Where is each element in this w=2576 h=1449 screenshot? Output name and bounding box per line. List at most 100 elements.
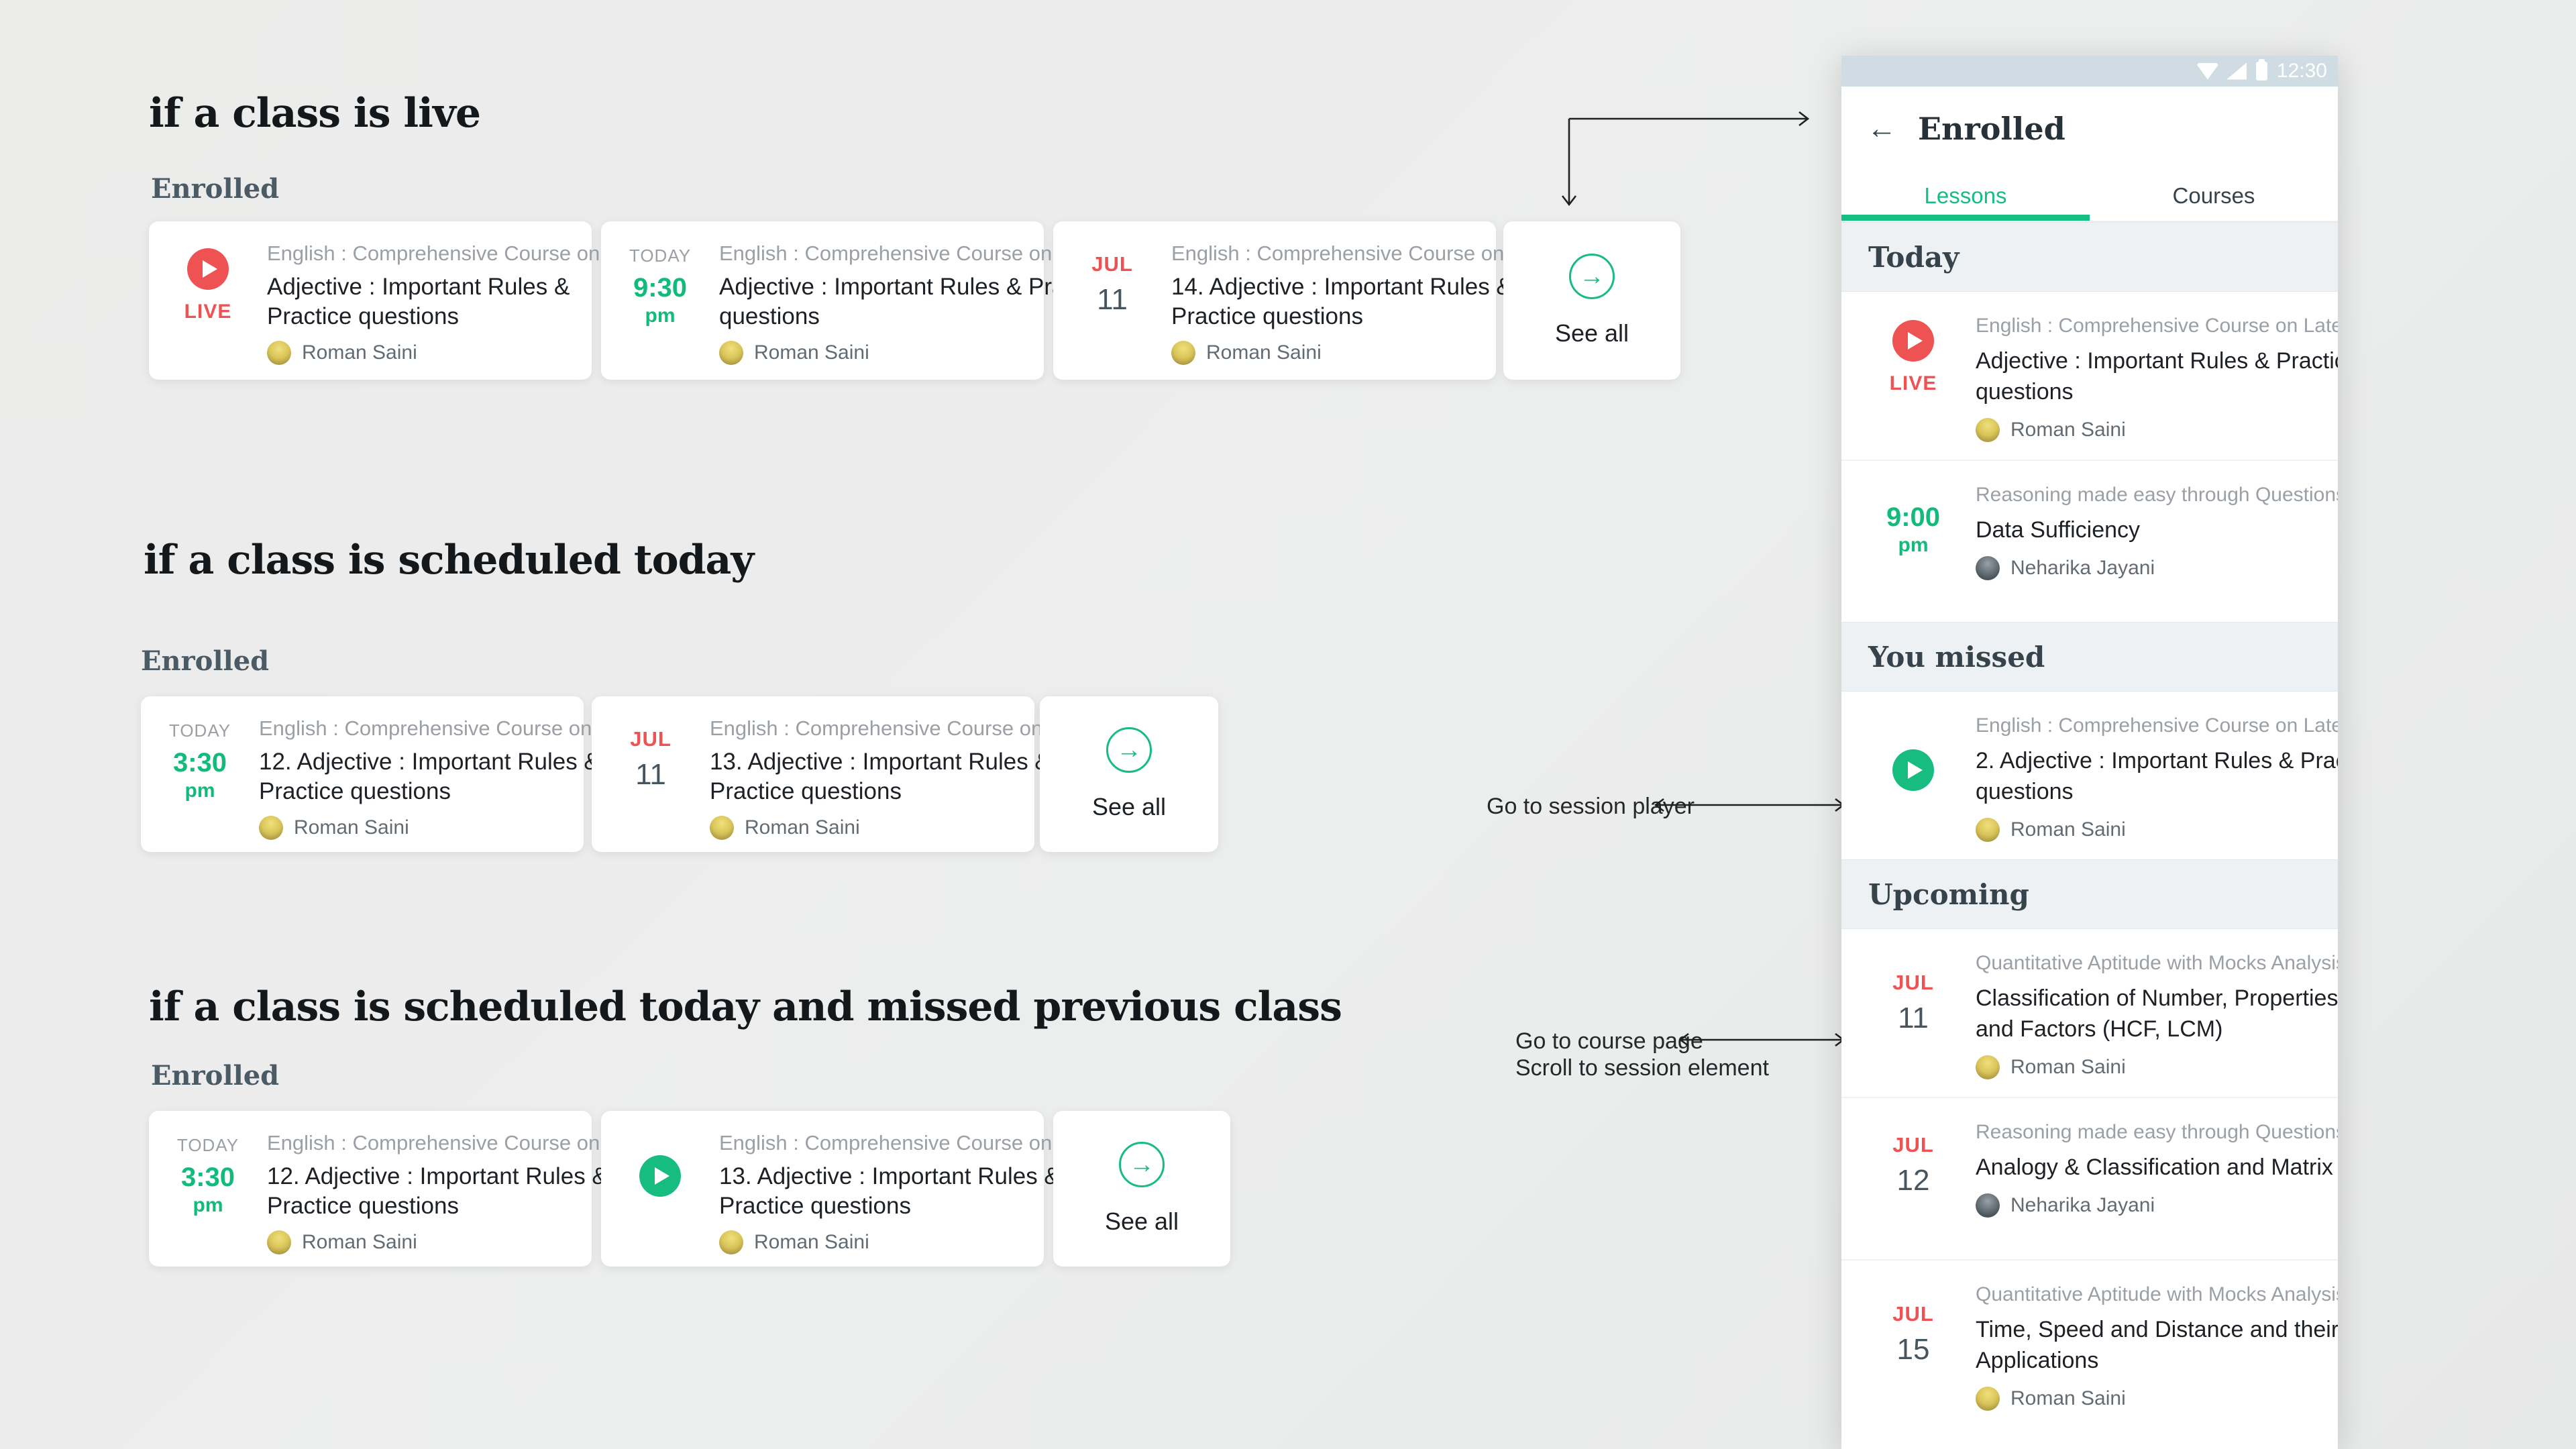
meridiem: pm	[1898, 534, 1929, 556]
arrow-right-icon[interactable]: →	[1106, 727, 1152, 773]
play-triangle-icon	[203, 260, 217, 278]
phone-screen: 12:30 ← Enrolled Lessons Courses Today L…	[1841, 56, 2338, 1449]
time-value: 3:30	[172, 748, 227, 777]
meridiem: pm	[193, 1194, 223, 1216]
avatar	[1976, 818, 2000, 842]
play-triangle-icon	[655, 1167, 669, 1185]
lesson-title: Adjective : Important Rules & Practice q…	[719, 274, 1114, 329]
enrolled-label: Enrolled	[151, 1060, 280, 1091]
tab-lessons[interactable]: Lessons	[1841, 171, 2090, 221]
app-header: ← Enrolled	[1841, 87, 2338, 171]
play-icon[interactable]	[187, 248, 229, 290]
play-rail	[1841, 749, 1976, 859]
live-rail: LIVE	[1841, 320, 1976, 460]
lesson-title: Classification of Number, Properties and…	[1976, 985, 2338, 1042]
lesson-card[interactable]: TODAY 9:30 pm English : Comprehensive Co…	[601, 221, 1126, 380]
lesson-card[interactable]: JUL 11 English : Comprehensive Course on…	[1053, 221, 1578, 380]
enrolled-label: Enrolled	[141, 645, 270, 677]
play-triangle-icon	[1908, 761, 1923, 779]
avatar	[719, 1230, 743, 1254]
educator-name: Roman Saini	[2010, 1056, 2126, 1078]
lesson-card[interactable]: English : Comprehensive Course on Lates.…	[601, 1111, 1126, 1267]
arrow-glyph: →	[1129, 1150, 1155, 1179]
educator-name: Roman Saini	[745, 816, 860, 839]
see-all-label: See all	[1104, 1208, 1179, 1235]
month-label: JUL	[1892, 971, 1934, 994]
avatar	[1976, 1193, 2000, 1218]
time-rail: TODAY 3:30 pm	[149, 1135, 267, 1267]
avatar	[1976, 1055, 2000, 1079]
status-bar: 12:30	[1841, 56, 2338, 87]
time-rail: TODAY 9:30 pm	[601, 246, 719, 380]
day-number: 11	[1898, 1002, 1929, 1034]
tab-bar: Lessons Courses	[1841, 171, 2338, 222]
lesson-list-item[interactable]: JUL 12 Reasoning made easy through Quest…	[1841, 1097, 2338, 1259]
educator-name: Roman Saini	[2010, 419, 2126, 441]
tab-courses[interactable]: Courses	[2172, 183, 2255, 208]
enrolled-label: Enrolled	[151, 173, 280, 205]
see-all-card[interactable]: → See all	[1053, 1111, 1230, 1267]
cell-signal-icon	[2226, 62, 2247, 80]
avatar	[719, 341, 743, 365]
play-icon[interactable]	[639, 1155, 681, 1197]
play-icon[interactable]	[1892, 749, 1934, 791]
lesson-list-item[interactable]: JUL 11 Quantitative Aptitude with Mocks …	[1841, 929, 2338, 1097]
month-label: JUL	[1091, 252, 1133, 276]
arrow-right-icon[interactable]: →	[1569, 254, 1615, 299]
educator-name: Roman Saini	[2010, 818, 2126, 841]
time-rail: TODAY 3:30 pm	[141, 720, 259, 852]
lesson-list-item[interactable]: LIVE English : Comprehensive Course on L…	[1841, 292, 2338, 460]
see-all-card[interactable]: → See all	[1503, 221, 1680, 380]
lesson-card[interactable]: LIVE English : Comprehensive Course on L…	[149, 221, 646, 380]
course-name: English : Comprehensive Course on La...	[267, 241, 647, 265]
avatar	[259, 816, 283, 840]
wifi-icon	[2196, 62, 2218, 80]
back-arrow-icon[interactable]: ←	[1867, 112, 1896, 145]
date-rail: JUL 11	[1841, 971, 1976, 1097]
lesson-card[interactable]: TODAY 3:30 pm English : Comprehensive Co…	[149, 1111, 674, 1267]
day-number: 11	[1097, 283, 1128, 316]
annotation-line-1: Go to course page	[1515, 1028, 1703, 1054]
day-number: 11	[635, 758, 666, 791]
lesson-list-item[interactable]: English : Comprehensive Course on Latest…	[1841, 692, 2338, 859]
lesson-list-item[interactable]: JUL 15 Quantitative Aptitude with Mocks …	[1841, 1259, 2338, 1428]
course-name: Reasoning made easy through Questions an…	[1976, 484, 2338, 506]
meridiem: pm	[184, 780, 215, 802]
educator-name: Roman Saini	[294, 816, 409, 839]
play-icon[interactable]	[1892, 320, 1934, 362]
date-rail: JUL 11	[1053, 252, 1171, 380]
play-triangle-icon	[1908, 332, 1923, 350]
month-label: JUL	[1892, 1302, 1934, 1326]
course-name: Quantitative Aptitude with Mocks Analysi…	[1976, 952, 2338, 974]
see-all-card[interactable]: → See all	[1040, 696, 1218, 852]
lesson-list-item[interactable]: 9:00 pm Reasoning made easy through Ques…	[1841, 460, 2338, 622]
lesson-card[interactable]: JUL 11 English : Comprehensive Course on…	[592, 696, 1117, 852]
scenario-title-missed: if a class is scheduled today and missed…	[149, 983, 1342, 1030]
today-label: TODAY	[176, 1135, 239, 1155]
avatar	[267, 341, 291, 365]
arrow-glyph: →	[1116, 735, 1142, 764]
educator-name: Roman Saini	[754, 341, 869, 364]
arrow-glyph: →	[1579, 262, 1605, 290]
day-number: 12	[1896, 1164, 1930, 1197]
status-clock: 12:30	[2276, 60, 2327, 82]
page-title: Enrolled	[1918, 111, 2065, 147]
date-rail: JUL 12	[1841, 1133, 1976, 1259]
annotation-course-page: Go to course page Scroll to session elem…	[1515, 1028, 1769, 1081]
arrow-right-icon[interactable]: →	[1119, 1142, 1165, 1187]
day-number: 15	[1896, 1333, 1930, 1366]
lesson-title: Time, Speed and Distance and their Appli…	[1976, 1317, 2338, 1373]
lesson-title: Adjective : Important Rules & Practice q…	[1976, 348, 2338, 405]
educator-name: Roman Saini	[302, 1231, 417, 1253]
battery-icon	[2255, 59, 2267, 80]
course-name: Quantitative Aptitude with Mocks Analysi…	[1976, 1283, 2338, 1305]
today-label: TODAY	[629, 246, 692, 266]
educator-name: Neharika Jayani	[2010, 557, 2155, 579]
lesson-card[interactable]: TODAY 3:30 pm English : Comprehensive Co…	[141, 696, 666, 852]
lesson-title: Analogy & Classification and Matrix	[1976, 1155, 2333, 1180]
see-all-label: See all	[1091, 793, 1167, 820]
live-badge: LIVE	[184, 301, 232, 323]
avatar	[1976, 1387, 2000, 1411]
course-name: Reasoning made easy through Questions an…	[1976, 1121, 2338, 1143]
live-rail: LIVE	[149, 248, 267, 380]
